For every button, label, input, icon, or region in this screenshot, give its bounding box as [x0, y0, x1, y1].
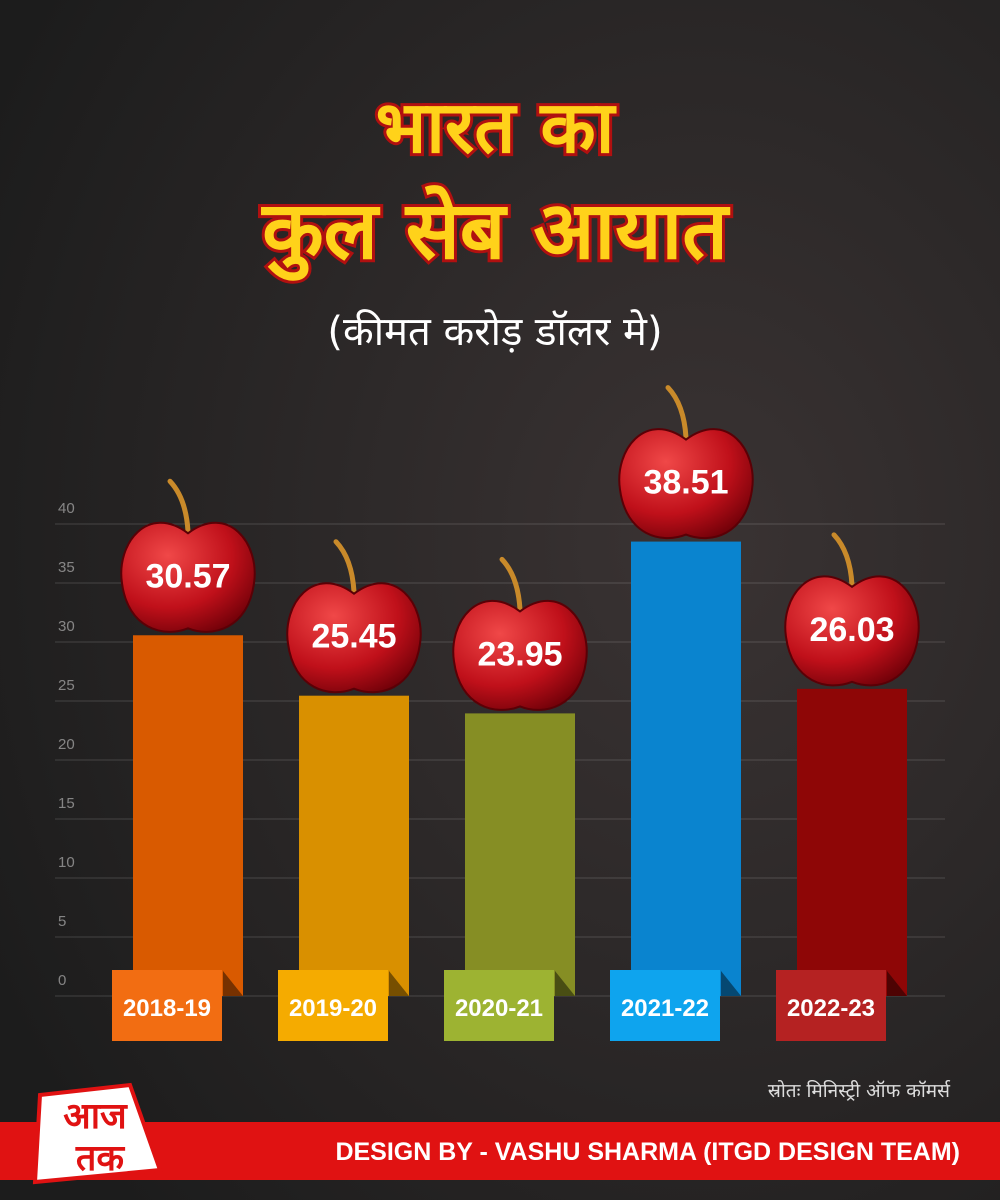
category-tab: [610, 970, 720, 1041]
value-label: 26.03: [809, 611, 894, 649]
apple: 23.95: [452, 556, 588, 711]
bar: [133, 635, 243, 996]
category-tab: [112, 970, 222, 1041]
apple: 25.45: [286, 539, 422, 694]
value-label: 23.95: [477, 635, 562, 673]
tab-fold: [887, 971, 907, 996]
value-label: 30.57: [145, 557, 230, 595]
plot: 0 5 10 15 20 25 30 35 40 2018-19 30.57 2019-20 25.45…: [55, 385, 945, 1041]
tab-fold: [389, 971, 409, 996]
bar: [465, 713, 575, 996]
credit: DESIGN BY - VASHU SHARMA (ITGD DESIGN TE…: [335, 1138, 960, 1166]
x-tick-label: 2020-21: [455, 995, 543, 1022]
logo: आज तक: [32, 1082, 163, 1185]
y-tick-label: 10: [58, 854, 75, 871]
bar: [797, 688, 907, 996]
footer-band: [0, 1122, 1000, 1180]
title-line: कुल सेब आयात: [260, 184, 730, 281]
apple-body: [452, 599, 588, 711]
bar: [299, 695, 409, 996]
y-tick-label: 40: [58, 500, 75, 517]
y-tick-label: 15: [58, 795, 75, 812]
y-tick-label: 35: [58, 559, 75, 576]
apple-stem: [831, 532, 855, 588]
category-tab: [278, 970, 388, 1041]
source: स्रोतः मिनिस्ट्री ऑफ कॉमर्स: [768, 1079, 951, 1102]
apple-body: [618, 428, 754, 539]
apple-stem: [665, 385, 689, 441]
tab-fold: [721, 971, 741, 996]
apple-stem: [167, 478, 191, 534]
x-tick-label: 2021-22: [621, 995, 709, 1022]
y-tick-label: 30: [58, 618, 75, 635]
apple-stem: [499, 556, 523, 612]
value-label: 25.45: [311, 618, 396, 656]
title-line: भारत का: [376, 85, 617, 169]
logo-text: आज: [63, 1096, 128, 1137]
y-tick-label: 5: [58, 913, 66, 930]
bar: [631, 541, 741, 996]
x-tick-label: 2022-23: [787, 995, 875, 1022]
tab-fold: [555, 971, 575, 996]
apple-body: [784, 575, 920, 687]
x-tick-label: 2018-19: [123, 995, 211, 1022]
y-tick-label: 25: [58, 677, 75, 694]
y-tick-label: 20: [58, 736, 75, 753]
y-tick-label: 0: [58, 972, 66, 989]
apple-stem: [333, 539, 357, 595]
apple: 30.57: [120, 478, 256, 633]
tab-fold: [223, 971, 243, 996]
category-tab: [776, 970, 886, 1041]
apple: 26.03: [784, 532, 920, 687]
subtitle: (कीमत करोड़ डॉलर मे): [327, 309, 662, 355]
logo-text: तक: [75, 1138, 126, 1179]
apple: 38.51: [618, 385, 754, 539]
apple-body: [120, 521, 256, 633]
value-label: 38.51: [643, 464, 728, 502]
category-tab: [444, 970, 554, 1041]
apple-body: [286, 582, 422, 694]
x-tick-label: 2019-20: [289, 995, 377, 1022]
